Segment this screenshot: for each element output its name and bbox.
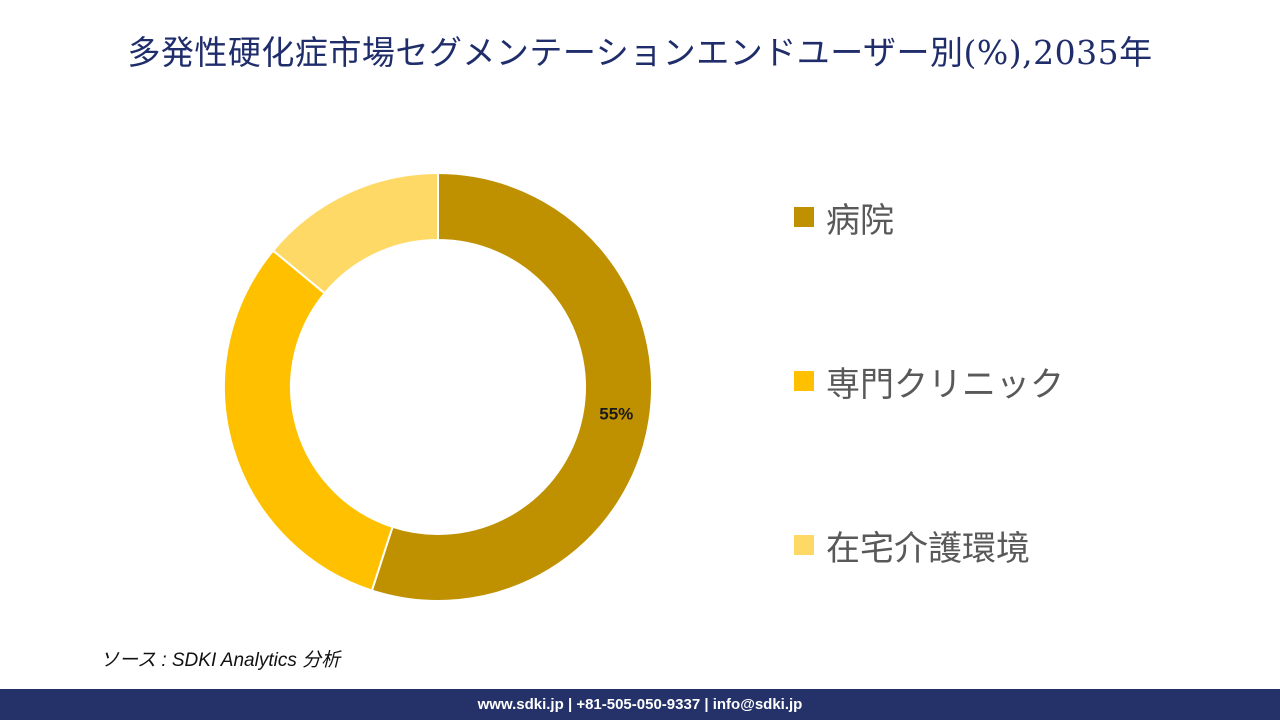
legend-label-hospital: 病院 <box>826 200 894 241</box>
legend-item-specialty-clinic: 専門クリニック <box>794 354 1274 408</box>
legend-label-specialty-clinic: 専門クリニック <box>826 364 1064 405</box>
donut-slice-specialty-clinic <box>223 249 394 592</box>
chart-legend: 病院 専門クリニック 在宅介護環境 <box>794 190 1274 682</box>
footer-separator: | <box>704 696 709 713</box>
data-label-hospital: 55% <box>599 405 633 424</box>
footer-phone-link[interactable]: +81-505-050-9337 <box>576 696 701 713</box>
source-note: ソース : SDKI Analytics 分析 <box>100 650 341 671</box>
footer-website-link[interactable]: www.sdki.jp <box>477 696 564 713</box>
legend-item-hospital: 病院 <box>794 190 1274 244</box>
footer-bar: www.sdki.jp | +81-505-050-9337 | info@sd… <box>0 689 1280 720</box>
donut-slice-hospital <box>370 171 653 602</box>
chart-title: 多発性硬化症市場セグメンテーションエンドユーザー別(%),2035年 <box>127 33 1153 72</box>
donut-slice-home-care <box>271 171 439 295</box>
footer-email-link[interactable]: info@sdki.jp <box>712 696 803 713</box>
donut-chart: 55% <box>223 171 653 602</box>
legend-swatch-specialty-clinic <box>794 371 814 391</box>
footer-separator: | <box>567 696 573 713</box>
legend-item-home-care: 在宅介護環境 <box>794 518 1274 572</box>
legend-label-home-care: 在宅介護環境 <box>826 528 1030 569</box>
legend-swatch-home-care <box>794 535 814 555</box>
legend-swatch-hospital <box>794 207 814 227</box>
